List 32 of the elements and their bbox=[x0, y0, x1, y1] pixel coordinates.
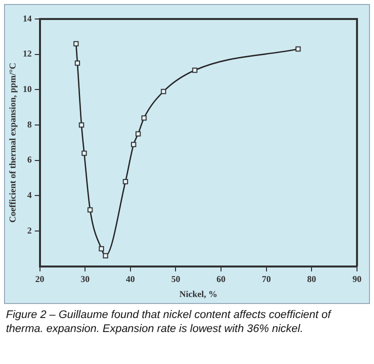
point bbox=[141, 115, 147, 121]
point bbox=[87, 207, 93, 212]
point bbox=[295, 46, 301, 52]
x-tick-label: 70 bbox=[262, 274, 272, 284]
x-axis-title: Nickel, % bbox=[179, 288, 218, 299]
point bbox=[82, 150, 87, 156]
point bbox=[136, 131, 141, 136]
point bbox=[192, 68, 198, 73]
y-tick-label: 2 bbox=[27, 225, 32, 236]
point bbox=[74, 60, 80, 66]
y-tick-label: 4 bbox=[27, 190, 32, 200]
x-tick-label: 20 bbox=[35, 274, 45, 284]
y-tick-label: 6 bbox=[27, 154, 32, 165]
y-tick-label: 12 bbox=[22, 48, 32, 59]
point bbox=[78, 122, 84, 128]
point bbox=[102, 253, 108, 258]
x-tick-label: 80 bbox=[307, 274, 317, 284]
point bbox=[73, 41, 79, 46]
y-axis-title: Coefficient of thermal expansion, ppm/°C bbox=[8, 62, 18, 223]
point bbox=[160, 88, 166, 94]
y-tick-label: 14 bbox=[22, 13, 32, 24]
caption: Figure 2 – Guillaume found that nickel content affects coefficient of therma. expansion. Expansion rate is lowest with 36% nickel. bbox=[6, 308, 332, 336]
x-tick-label: 30 bbox=[80, 274, 90, 284]
y-tick-label: 8 bbox=[27, 119, 32, 130]
x-tick-label: 50 bbox=[171, 274, 181, 284]
y-tick-label: 10 bbox=[22, 84, 32, 94]
x-tick-label: 40 bbox=[126, 274, 136, 284]
x-tick-label: 90 bbox=[352, 274, 362, 284]
point bbox=[98, 246, 104, 252]
point bbox=[130, 142, 136, 148]
x-tick-label: 60 bbox=[216, 274, 226, 284]
point bbox=[122, 178, 128, 184]
